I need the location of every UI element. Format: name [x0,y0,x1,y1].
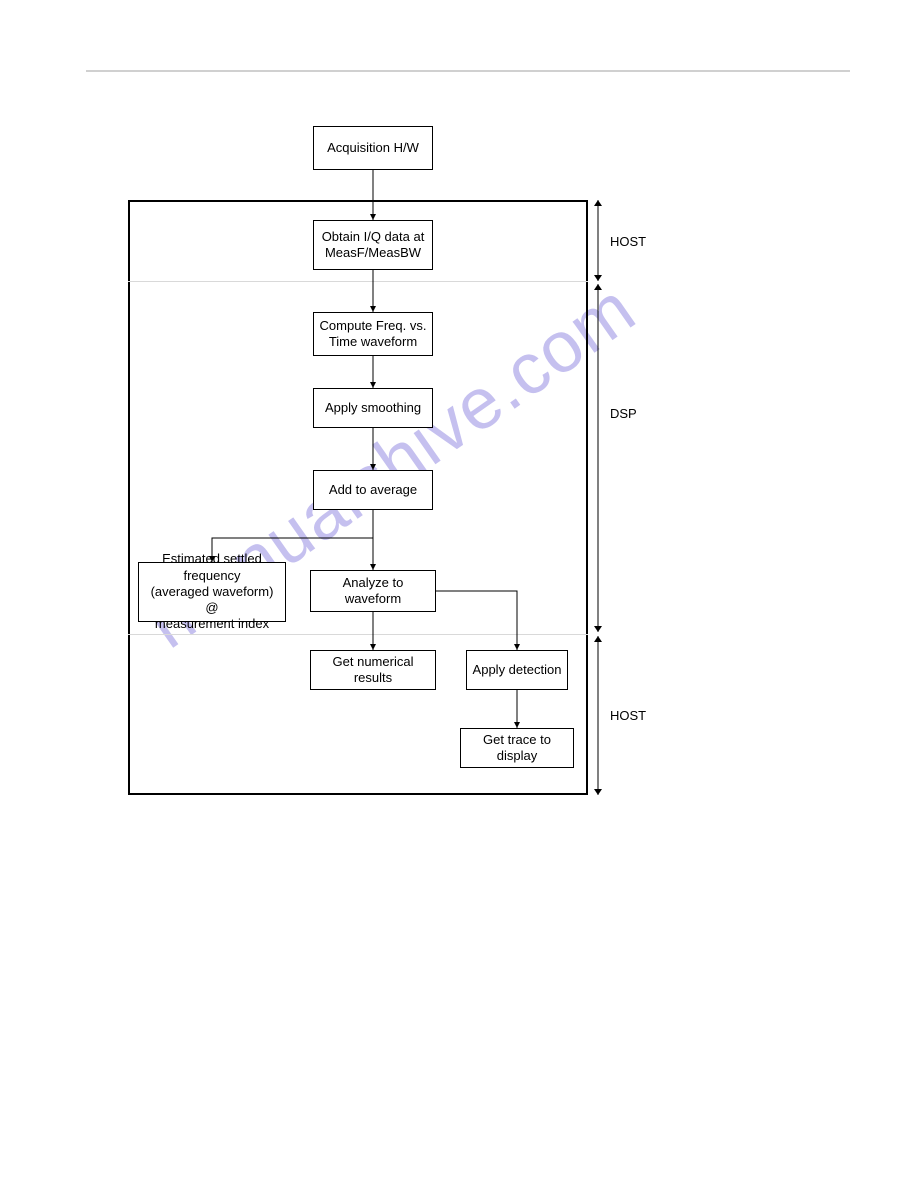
node-get-trace-to-display: Get trace to display [460,728,574,768]
node-label: Get numerical results [315,654,431,687]
node-analyze-to-waveform: Analyze to waveform [310,570,436,612]
region-label-host-bot: HOST [610,708,646,723]
node-label: Add to average [329,482,417,498]
node-label: Acquisition H/W [327,140,419,156]
flowchart-diagram: manualshive.com Acquisition H/W Obtain I… [118,126,663,806]
node-add-to-average: Add to average [313,470,433,510]
node-obtain-iq-data: Obtain I/Q data atMeasF/MeasBW [313,220,433,270]
region-label-host-top: HOST [610,234,646,249]
region-label-dsp: DSP [610,406,637,421]
node-get-numerical-results: Get numerical results [310,650,436,690]
top-horizontal-rule [86,70,850,72]
node-label: Get trace to display [465,732,569,765]
node-label: Apply detection [473,662,562,678]
node-compute-freq-waveform: Compute Freq. vs.Time waveform [313,312,433,356]
node-apply-detection: Apply detection [466,650,568,690]
node-estimated-settled-freq: Estimated settled frequency(averaged wav… [138,562,286,622]
node-label: Analyze to waveform [315,575,431,608]
node-label: Apply smoothing [325,400,421,416]
node-acquisition-hw: Acquisition H/W [313,126,433,170]
node-label: Obtain I/Q data atMeasF/MeasBW [322,229,425,262]
node-label: Compute Freq. vs.Time waveform [320,318,427,351]
region-divider-1 [128,281,588,282]
node-label: Estimated settled frequency(averaged wav… [143,551,281,632]
node-apply-smoothing: Apply smoothing [313,388,433,428]
region-divider-2 [128,634,588,635]
